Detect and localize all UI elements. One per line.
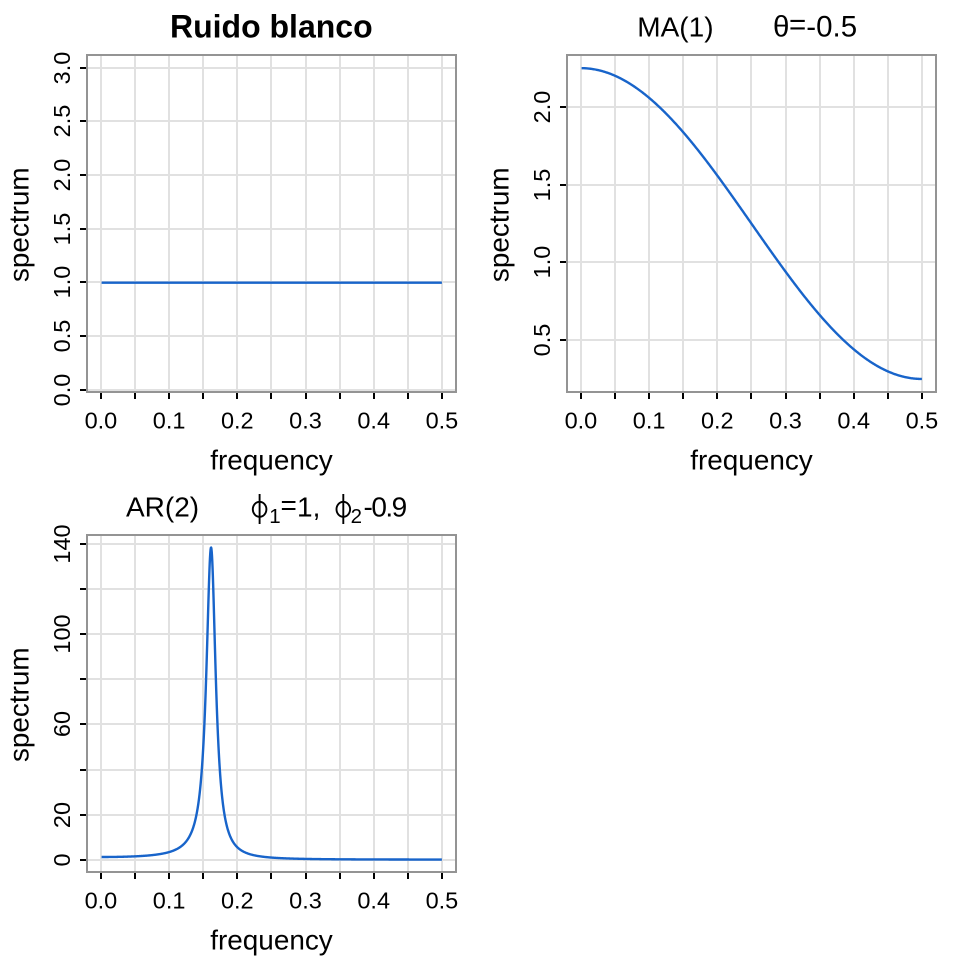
svg-text:0.2: 0.2 xyxy=(221,887,254,913)
svg-text:0.1: 0.1 xyxy=(153,407,186,433)
svg-text:2.0: 2.0 xyxy=(49,159,75,192)
svg-text:frequency: frequency xyxy=(210,445,333,476)
svg-text:1,: 1, xyxy=(297,492,320,523)
svg-text:0.0: 0.0 xyxy=(85,407,118,433)
svg-text:2.5: 2.5 xyxy=(49,105,75,138)
svg-text:0.0: 0.0 xyxy=(565,407,598,433)
svg-text:-0.9: -0.9 xyxy=(364,492,407,523)
svg-text:100: 100 xyxy=(49,614,75,653)
svg-text:1.5: 1.5 xyxy=(529,169,555,202)
svg-text:MA(1): MA(1) xyxy=(637,12,713,43)
svg-text:20: 20 xyxy=(49,802,75,828)
svg-text:60: 60 xyxy=(49,711,75,737)
svg-text:0.1: 0.1 xyxy=(633,407,666,433)
svg-text:0.5: 0.5 xyxy=(426,887,459,913)
svg-text:1.5: 1.5 xyxy=(49,213,75,246)
svg-text:0.2: 0.2 xyxy=(701,407,734,433)
svg-text:0.4: 0.4 xyxy=(357,407,390,433)
svg-text:0.5: 0.5 xyxy=(426,407,459,433)
svg-text:0.3: 0.3 xyxy=(289,407,322,433)
svg-text:=: = xyxy=(789,9,806,42)
svg-text:0.0: 0.0 xyxy=(49,374,75,407)
svg-text:1.0: 1.0 xyxy=(49,266,75,299)
svg-text:0.3: 0.3 xyxy=(769,407,802,433)
svg-text:0.4: 0.4 xyxy=(837,407,870,433)
svg-text:spectrum: spectrum xyxy=(484,167,515,282)
svg-text:3.0: 3.0 xyxy=(49,52,75,85)
svg-text:140: 140 xyxy=(49,524,75,563)
svg-text:spectrum: spectrum xyxy=(4,647,35,762)
svg-text:0.3: 0.3 xyxy=(289,887,322,913)
svg-text:AR(2): AR(2) xyxy=(126,492,199,523)
svg-text:1: 1 xyxy=(269,505,280,528)
svg-text:2.0: 2.0 xyxy=(529,91,555,124)
svg-text:frequency: frequency xyxy=(690,445,813,476)
svg-text:0.4: 0.4 xyxy=(357,887,390,913)
svg-text:-0.5: -0.5 xyxy=(806,11,857,44)
svg-text:θ: θ xyxy=(773,11,789,44)
svg-text:0: 0 xyxy=(49,853,75,866)
svg-text:frequency: frequency xyxy=(210,925,333,956)
svg-text:spectrum: spectrum xyxy=(4,167,35,282)
svg-text:Ruido blanco: Ruido blanco xyxy=(170,8,373,44)
svg-text:0.5: 0.5 xyxy=(906,407,939,433)
svg-text:0.1: 0.1 xyxy=(153,887,186,913)
svg-text:2: 2 xyxy=(351,505,362,528)
svg-text:=: = xyxy=(281,489,297,520)
svg-text:0.5: 0.5 xyxy=(529,324,555,357)
svg-text:0.5: 0.5 xyxy=(49,320,75,353)
svg-text:1.0: 1.0 xyxy=(529,246,555,279)
svg-text:0.0: 0.0 xyxy=(85,887,118,913)
svg-text:0.2: 0.2 xyxy=(221,407,254,433)
